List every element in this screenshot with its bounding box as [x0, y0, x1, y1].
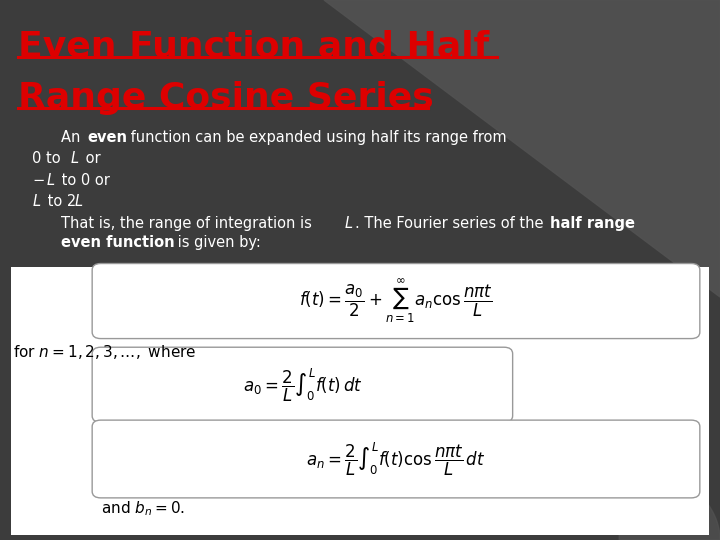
Text: L: L [47, 173, 55, 188]
Text: L: L [75, 194, 83, 210]
FancyBboxPatch shape [92, 420, 700, 498]
Text: to 2: to 2 [43, 194, 76, 210]
Text: L: L [71, 151, 78, 166]
Polygon shape [619, 464, 720, 540]
Text: even: even [88, 130, 128, 145]
Text: An: An [61, 130, 85, 145]
Text: $\mathrm{and}\ b_n = 0.$: $\mathrm{and}\ b_n = 0.$ [101, 500, 185, 518]
Polygon shape [324, 0, 720, 297]
Text: −: − [32, 173, 45, 188]
Text: $\mathrm{for}\ n = 1, 2, 3, \ldots ,\ \mathrm{where}$: $\mathrm{for}\ n = 1, 2, 3, \ldots ,\ \m… [13, 343, 197, 361]
Text: L: L [32, 194, 40, 210]
Text: function can be expanded using half its range from: function can be expanded using half its … [126, 130, 507, 145]
FancyBboxPatch shape [92, 347, 513, 422]
Text: $a_0 = \dfrac{2}{L} \int_0^{L} f(t)\,dt$: $a_0 = \dfrac{2}{L} \int_0^{L} f(t)\,dt$ [243, 366, 362, 404]
Text: L: L [344, 216, 352, 231]
Text: $a_n = \dfrac{2}{L} \int_0^{L} f(t) \cos \dfrac{n\pi t}{L}\, dt$: $a_n = \dfrac{2}{L} \int_0^{L} f(t) \cos… [306, 440, 486, 478]
Bar [11, 267, 709, 535]
Text: 0 to: 0 to [32, 151, 66, 166]
Text: is given by:: is given by: [173, 235, 261, 250]
FancyBboxPatch shape [92, 264, 700, 339]
Text: to 0 or: to 0 or [57, 173, 109, 188]
Text: $f(t) = \dfrac{a_0}{2} + \sum_{n=1}^{\infty} a_n \cos \dfrac{n\pi t}{L}$: $f(t) = \dfrac{a_0}{2} + \sum_{n=1}^{\in… [299, 276, 493, 326]
Text: even function: even function [61, 235, 175, 250]
Text: . The Fourier series of the: . The Fourier series of the [355, 216, 548, 231]
Text: half range: half range [550, 216, 635, 231]
Text: Range Cosine Series: Range Cosine Series [18, 81, 433, 115]
Text: or: or [81, 151, 101, 166]
Text: Even Function and Half: Even Function and Half [18, 30, 490, 64]
Text: That is, the range of integration is: That is, the range of integration is [61, 216, 317, 231]
